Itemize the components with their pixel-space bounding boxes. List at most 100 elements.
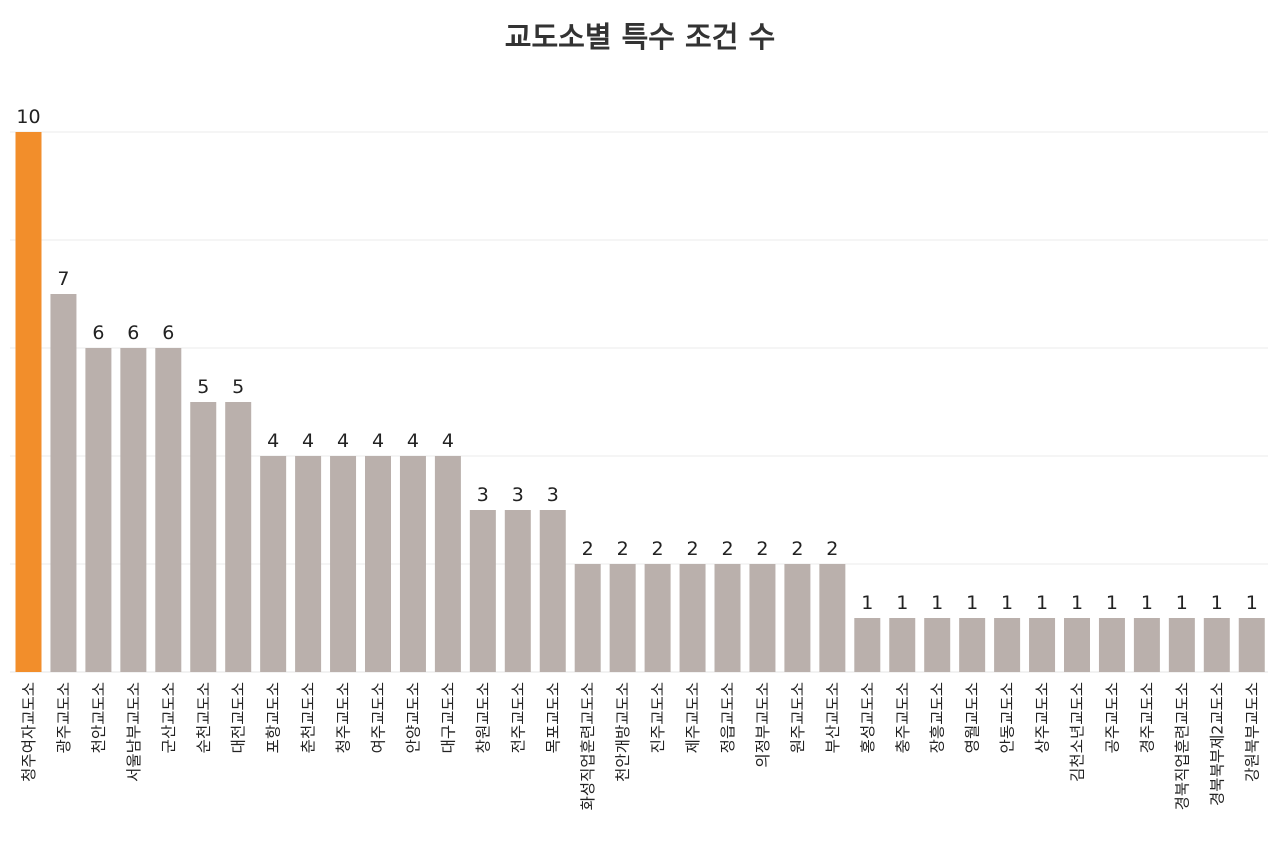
category-label-4: 군산교도소 <box>160 682 178 753</box>
value-label-14: 3 <box>512 484 524 506</box>
value-label-21: 2 <box>756 538 768 560</box>
bar-26 <box>924 618 951 672</box>
bar-11 <box>399 456 426 672</box>
value-label-10: 4 <box>372 430 384 452</box>
value-label-32: 1 <box>1141 592 1153 614</box>
category-labels: 청주여자교도소 광주교도소 천안교도소 서울남부교도소 군산교도소 순천교도소 대전교도소 포… <box>20 682 1261 810</box>
value-label-34: 1 <box>1211 592 1223 614</box>
value-label-27: 1 <box>966 592 978 614</box>
bar-33 <box>1168 618 1195 672</box>
bar-16 <box>574 564 601 672</box>
bar-34 <box>1203 618 1230 672</box>
value-label-5: 5 <box>197 376 209 398</box>
bar-2 <box>85 348 112 672</box>
bar-8 <box>295 456 322 672</box>
bar-25 <box>889 618 916 672</box>
bars <box>15 132 1265 672</box>
bar-35 <box>1238 618 1265 672</box>
value-label-22: 2 <box>791 538 803 560</box>
value-label-1: 7 <box>57 268 69 290</box>
category-label-32: 경주교도소 <box>1138 682 1156 753</box>
bar-30 <box>1064 618 1090 672</box>
category-label-28: 안동교도소 <box>999 682 1017 753</box>
bar-14 <box>504 510 531 672</box>
gridlines <box>10 131 1268 673</box>
category-label-7: 포항교도소 <box>265 682 283 753</box>
category-label-12: 대구교도소 <box>439 682 457 753</box>
bar-20 <box>714 564 741 672</box>
value-label-20: 2 <box>721 538 733 560</box>
bar-23 <box>819 564 846 672</box>
category-label-13: 창원교도소 <box>474 682 492 753</box>
value-label-13: 3 <box>477 484 489 506</box>
category-label-27: 영월교도소 <box>964 682 982 753</box>
category-label-24: 홍성교도소 <box>859 682 877 753</box>
bar-9 <box>330 456 357 672</box>
value-label-2: 6 <box>92 322 104 344</box>
bar-21 <box>749 564 776 672</box>
bar-7 <box>260 456 287 672</box>
category-label-16: 화성직업훈련교도소 <box>579 682 597 810</box>
category-label-11: 안양교도소 <box>404 682 422 753</box>
bar-29 <box>1029 618 1056 672</box>
value-label-3: 6 <box>127 322 139 344</box>
value-label-16: 2 <box>582 538 594 560</box>
bar-18 <box>644 564 671 672</box>
bar-3 <box>120 348 147 672</box>
value-label-29: 1 <box>1036 592 1048 614</box>
value-label-0: 10 <box>16 106 40 128</box>
category-label-23: 부산교도소 <box>824 682 842 753</box>
category-label-30: 김천소년교도소 <box>1069 682 1087 782</box>
value-label-15: 3 <box>547 484 559 506</box>
category-label-22: 원주교도소 <box>789 682 807 753</box>
category-label-0: 청주여자교도소 <box>20 682 38 782</box>
bar-13 <box>469 510 496 672</box>
category-label-29: 상주교도소 <box>1034 682 1052 753</box>
bar-15 <box>539 510 566 672</box>
category-label-35: 강원북부교도소 <box>1243 682 1261 782</box>
value-label-4: 6 <box>162 322 174 344</box>
bar-10 <box>365 456 391 672</box>
bar-17 <box>609 564 636 672</box>
value-label-24: 1 <box>861 592 873 614</box>
bar-24 <box>854 618 881 672</box>
value-label-19: 2 <box>687 538 699 560</box>
category-label-10: 여주교도소 <box>370 682 388 753</box>
category-label-14: 전주교도소 <box>509 682 527 753</box>
category-label-5: 순천교도소 <box>195 682 213 753</box>
value-label-31: 1 <box>1106 592 1118 614</box>
value-label-7: 4 <box>267 430 279 452</box>
value-label-33: 1 <box>1176 592 1188 614</box>
value-label-25: 1 <box>896 592 908 614</box>
category-label-2: 천안교도소 <box>90 682 108 753</box>
category-label-31: 공주교도소 <box>1103 682 1121 753</box>
value-label-12: 4 <box>442 430 454 452</box>
chart-title: 교도소별 특수 조건 수 <box>504 20 776 54</box>
value-label-28: 1 <box>1001 592 1013 614</box>
value-label-30: 1 <box>1071 592 1083 614</box>
category-label-25: 충주교도소 <box>894 682 912 753</box>
bar-32 <box>1133 618 1160 672</box>
bar-31 <box>1098 618 1125 672</box>
bar-1 <box>50 294 77 672</box>
value-label-17: 2 <box>617 538 629 560</box>
bar-27 <box>959 618 986 672</box>
category-label-34: 경북북부제2교도소 <box>1208 682 1226 806</box>
category-label-18: 진주교도소 <box>649 682 667 753</box>
value-label-9: 4 <box>337 430 349 452</box>
value-label-8: 4 <box>302 430 314 452</box>
category-label-19: 제주교도소 <box>684 682 702 753</box>
value-label-26: 1 <box>931 592 943 614</box>
bar-19 <box>679 564 706 672</box>
value-label-6: 5 <box>232 376 244 398</box>
bar-6 <box>225 402 252 672</box>
bar-28 <box>994 618 1021 672</box>
bar-22 <box>784 564 811 672</box>
category-label-6: 대전교도소 <box>230 682 248 753</box>
category-label-17: 천안개방교도소 <box>614 682 632 782</box>
category-label-26: 장흥교도소 <box>929 682 947 753</box>
category-label-33: 경북직업훈련교도소 <box>1173 682 1191 810</box>
